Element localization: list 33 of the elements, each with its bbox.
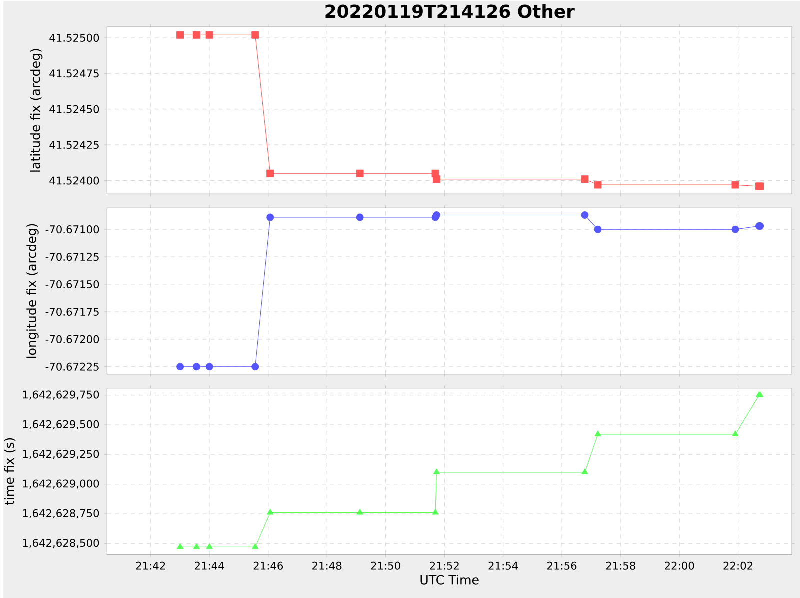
x-tick-label: 21:42 xyxy=(136,562,166,570)
y-axis-title: latitude fix (arcdeg) xyxy=(30,48,43,172)
y-tick-label: 41.52450 xyxy=(50,105,100,114)
y-tick-label: -70.67125 xyxy=(46,252,99,261)
y-tick-label: 1,642,628,750 xyxy=(23,509,100,518)
x-tick-label: 22:00 xyxy=(665,562,694,570)
y-tick-label: 41.52400 xyxy=(50,176,100,185)
chart-title: 20220119T214126 Other xyxy=(326,4,575,18)
x-tick-label: 21:52 xyxy=(430,562,459,570)
x-tick-label: 21:50 xyxy=(371,562,400,570)
y-tick-label: 41.52425 xyxy=(50,140,99,149)
y-tick-label: 41.52500 xyxy=(50,34,100,42)
y-tick-label: -70.67175 xyxy=(46,308,99,316)
x-tick-label: 21:56 xyxy=(548,562,577,570)
y-tick-label: -70.67200 xyxy=(46,335,100,344)
x-tick-label: 21:58 xyxy=(606,562,636,570)
y-axis-title: time fix (s) xyxy=(4,438,16,506)
y-tick-label: 41.52475 xyxy=(50,69,99,78)
x-tick-label: 21:44 xyxy=(195,562,224,570)
x-tick-label: 21:48 xyxy=(312,562,342,570)
y-tick-label: -70.67225 xyxy=(46,362,99,371)
y-tick-label: -70.67100 xyxy=(46,225,100,234)
x-axis-title: UTC Time xyxy=(420,574,479,585)
x-tick-label: 22:02 xyxy=(724,562,753,570)
y-tick-label: 1,642,628,500 xyxy=(23,538,100,548)
y-tick-label: 1,642,629,250 xyxy=(23,450,100,460)
y-tick-label: 1,642,629,000 xyxy=(23,480,100,489)
y-axis-title: longitude fix (arcdeg) xyxy=(26,224,39,358)
y-tick-label: 1,642,629,500 xyxy=(23,420,100,430)
x-tick-label: 21:54 xyxy=(488,562,518,570)
y-tick-label: 1,642,629,750 xyxy=(23,390,100,400)
x-tick-label: 21:46 xyxy=(254,562,284,570)
y-tick-label: -70.67150 xyxy=(46,280,100,288)
